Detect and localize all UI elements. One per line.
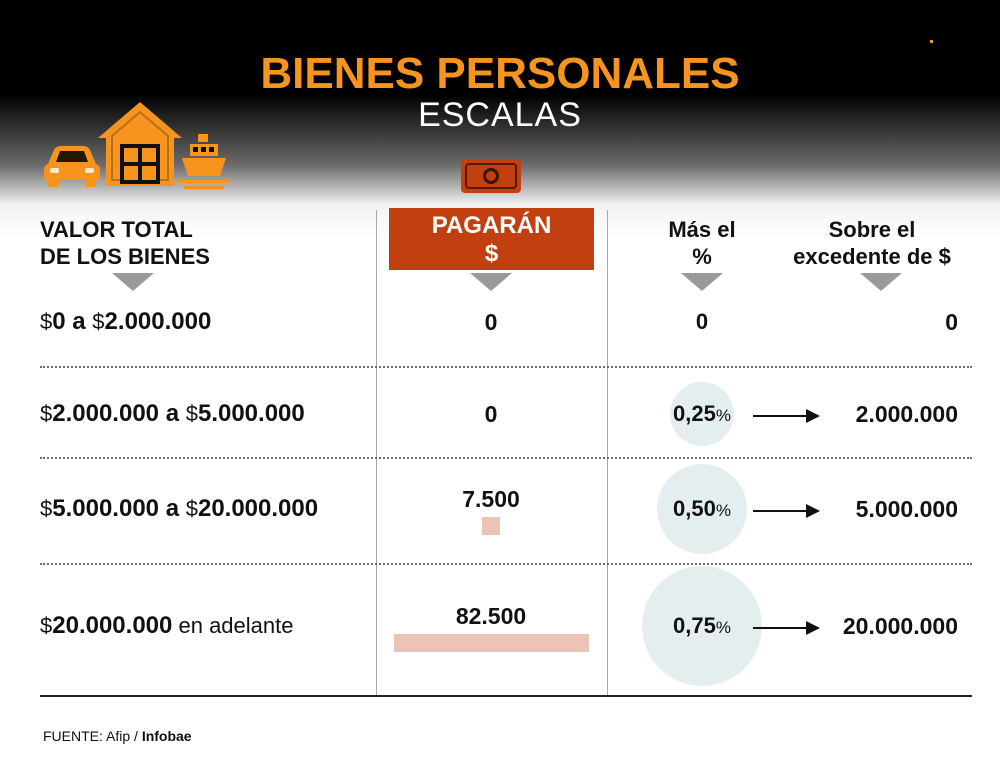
range-currency: $ bbox=[185, 401, 198, 426]
column-divider-2 bbox=[607, 210, 608, 696]
range-from: 20.000.000 bbox=[52, 612, 173, 639]
house-icon bbox=[98, 102, 182, 186]
pct-unit: % bbox=[715, 406, 731, 425]
arrow-right-icon bbox=[753, 621, 820, 635]
range-currency: $ bbox=[185, 496, 198, 521]
excess-value: 5.000.000 bbox=[855, 496, 958, 522]
range-to: 5.000.000 bbox=[197, 400, 305, 427]
pay-bar bbox=[393, 634, 589, 652]
range-from: 0 bbox=[52, 308, 66, 335]
range-cell: $20.000.000 en adelante bbox=[40, 612, 293, 640]
arrow-right-icon bbox=[753, 409, 820, 423]
excess-value: 20.000.000 bbox=[842, 613, 958, 639]
column-header-pct: Más el % bbox=[668, 217, 736, 269]
ship-icon bbox=[178, 134, 230, 189]
column-header-pay: PAGARÁN $ bbox=[389, 208, 594, 270]
column-header-range: VALOR TOTAL DE LOS BIENES bbox=[40, 217, 210, 269]
range-suffix: en adelante bbox=[172, 613, 294, 638]
range-cell: $2.000.000 a $5.000.000 bbox=[40, 400, 305, 428]
source-label: FUENTE: Afip / bbox=[43, 728, 142, 744]
pct-number: 0,75 bbox=[673, 613, 716, 638]
range-cell: $0 a $2.000.000 bbox=[40, 308, 211, 336]
arrow-right-icon bbox=[753, 504, 820, 518]
pct-number: 0,25 bbox=[673, 401, 716, 426]
pct-unit: % bbox=[715, 618, 731, 637]
header-background bbox=[0, 0, 1000, 240]
pct-value: 0,50% bbox=[642, 495, 762, 525]
pct-number: 0,50 bbox=[673, 496, 716, 521]
pct-unit: % bbox=[715, 501, 731, 520]
pct-circle bbox=[657, 464, 747, 554]
page-title: BIENES PERSONALES bbox=[260, 49, 740, 98]
column-header-excess: Sobre el excedente de $ bbox=[793, 217, 951, 269]
source-note: FUENTE: Afip / Infobae bbox=[43, 727, 192, 745]
table-bottom-line bbox=[40, 695, 972, 697]
range-to: 2.000.000 bbox=[104, 308, 212, 335]
pay-value: 7.500 bbox=[462, 486, 520, 512]
excess-value: 2.000.000 bbox=[855, 401, 958, 427]
pay-value: 82.500 bbox=[455, 603, 527, 629]
pay-arrow-down-icon bbox=[470, 273, 512, 291]
excess-arrow-down-icon bbox=[860, 273, 902, 291]
pct-circle bbox=[670, 382, 734, 446]
pct-number: 0 bbox=[695, 309, 709, 334]
row-divider bbox=[40, 563, 972, 565]
car-icon bbox=[44, 146, 100, 187]
page-subtitle: ESCALAS bbox=[418, 96, 582, 134]
source-brand: Infobae bbox=[141, 728, 192, 744]
pay-bar bbox=[482, 517, 500, 535]
range-cell: $5.000.000 a $20.000.000 bbox=[40, 495, 318, 523]
pct-circle bbox=[642, 566, 762, 686]
range-currency: $ bbox=[40, 401, 53, 426]
pay-value: 0 bbox=[484, 309, 498, 335]
row-divider bbox=[40, 457, 972, 459]
row-divider bbox=[40, 366, 972, 368]
banknote-icon bbox=[461, 159, 521, 193]
range-join: a bbox=[159, 400, 186, 427]
pct-value: 0 bbox=[642, 308, 762, 338]
pct-value: 0,25% bbox=[642, 400, 762, 430]
excess-value: 0 bbox=[945, 309, 958, 335]
range-currency: $ bbox=[92, 309, 105, 334]
pct-arrow-down-icon bbox=[681, 273, 723, 291]
range-to: 20.000.000 bbox=[197, 495, 319, 522]
range-join: a bbox=[65, 308, 93, 335]
range-currency: $ bbox=[40, 613, 53, 638]
range-from: 2.000.000 bbox=[52, 400, 160, 427]
range-from: 5.000.000 bbox=[52, 495, 160, 522]
range-join: a bbox=[159, 495, 186, 522]
range-arrow-down-icon bbox=[112, 273, 154, 291]
column-divider-1 bbox=[376, 210, 377, 696]
pay-value: 0 bbox=[484, 401, 498, 427]
pct-value: 0,75% bbox=[642, 612, 762, 642]
range-currency: $ bbox=[40, 496, 53, 521]
range-currency: $ bbox=[40, 309, 53, 334]
decorative-dot bbox=[930, 40, 933, 43]
